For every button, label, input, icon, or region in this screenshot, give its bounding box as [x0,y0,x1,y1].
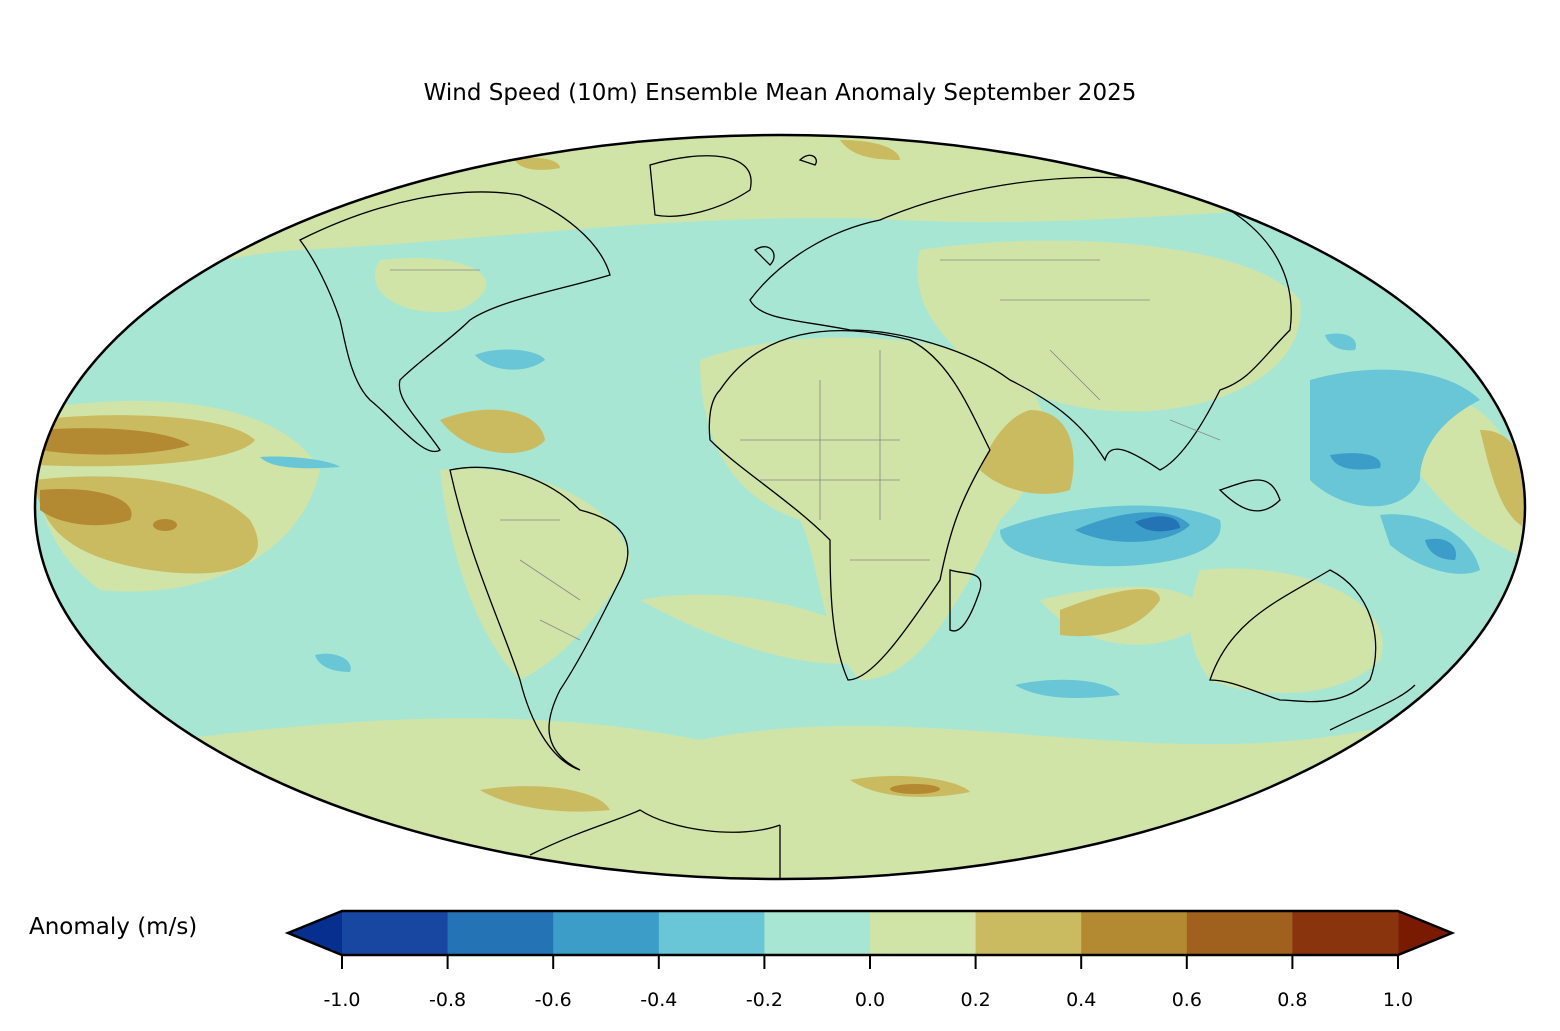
colorbar-tick-label: 0.2 [960,989,990,1011]
colorbar-tick-label: 0.0 [855,989,885,1011]
colorbar-tick-label: 1.0 [1383,989,1413,1011]
colorbar-tick-label: 0.8 [1277,989,1307,1011]
colorbar-segment [342,911,449,955]
colorbar-segment [1292,911,1399,955]
colorbar-tick-label: -0.6 [535,989,572,1011]
colorbar-segment [1081,911,1188,955]
colorbar-segment [553,911,660,955]
colorbar-tick-label: -0.8 [429,989,466,1011]
contour-0.4-0.6 [40,428,940,794]
colorbar-segment [1186,911,1293,955]
colorbar-tick-label: -0.2 [746,989,783,1011]
colorbar-segment [658,911,765,955]
contour-neg-0.8--0.6 [1135,516,1180,532]
anomaly-field [35,135,1525,879]
coastlines [299,154,1416,879]
chart-title: Wind Speed (10m) Ensemble Mean Anomaly S… [423,80,1137,106]
colorbar-tick-label: -1.0 [323,989,360,1011]
country-borders [390,259,1221,641]
colorbar-over-arrow [1398,911,1452,955]
colorbar: -1.0 -0.8 -0.6 -0.4 -0.2 0.0 0.2 0.4 0.6 0.8 1.0 [284,909,1456,1011]
colorbar-tick-label: 0.6 [1172,989,1202,1011]
colorbar-segment [975,911,1082,955]
globe-boundary [33,133,1527,881]
colorbar-segment [870,911,977,955]
colorbar-segment [447,911,554,955]
colorbar-tick-label: -0.4 [640,989,677,1011]
colorbar-tick-label: 0.4 [1066,989,1096,1011]
colorbar-under-arrow [288,911,342,955]
colorbar-segment [764,911,871,955]
colorbar-label: Anomaly (m/s) [29,914,198,940]
